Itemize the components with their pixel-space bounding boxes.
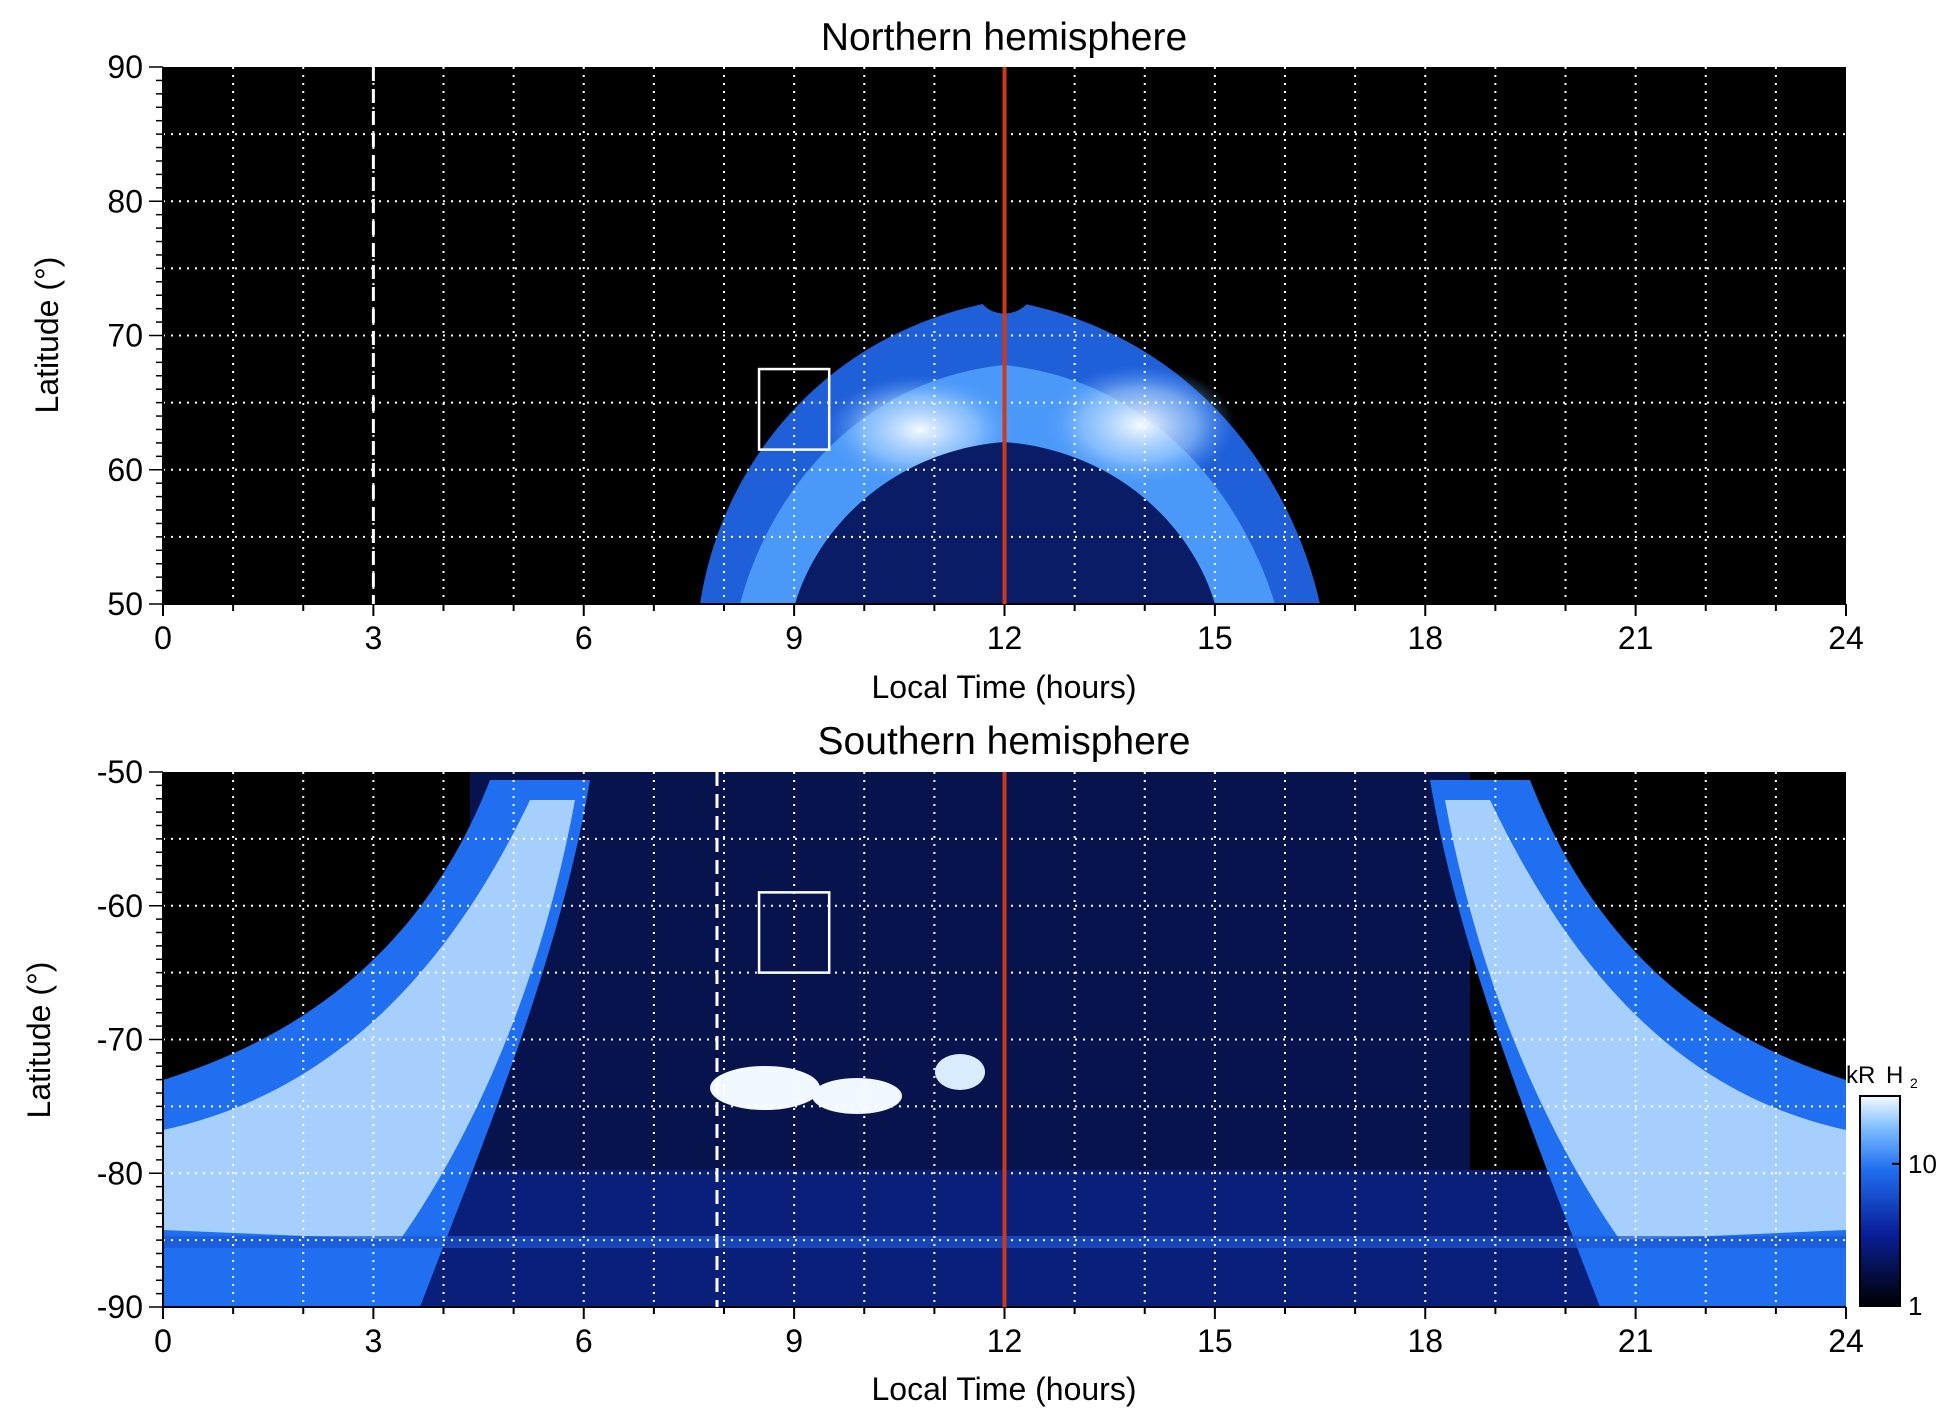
south-x-tick-label: 24 bbox=[1828, 1323, 1864, 1359]
north-x-tick-label: 6 bbox=[575, 620, 593, 656]
north-x-tick-label: 12 bbox=[987, 620, 1023, 656]
south-y-tick-label: -60 bbox=[97, 888, 143, 924]
south-x-tick-label: 3 bbox=[364, 1323, 382, 1359]
north-ticks: 0 3 6 9 12 15 18 21 24 50 60 70 80 90 bbox=[107, 49, 1863, 656]
north-x-tick-label: 15 bbox=[1197, 620, 1233, 656]
colorbar-tick-label: 1 bbox=[1908, 1291, 1922, 1321]
north-x-tick-label: 24 bbox=[1828, 620, 1864, 656]
north-title: Northern hemisphere bbox=[821, 16, 1187, 59]
south-dawn-oval-core bbox=[163, 800, 575, 1240]
northern-hemisphere-panel: Northern hemisphere 0 3 6 9 12 15 18 21 24 50 60 70… bbox=[29, 16, 1864, 705]
north-y-tick-label: 80 bbox=[107, 183, 143, 219]
north-y-tick-label: 60 bbox=[107, 452, 143, 488]
south-y-tick-label: -80 bbox=[97, 1155, 143, 1191]
south-ylabel: Latitude (°) bbox=[21, 962, 57, 1119]
colorbar-tick-label: 10 bbox=[1908, 1149, 1937, 1179]
southern-hemisphere-panel: Southern hemisphere 0 3 6 9 12 15 18 21 24 -50 -60… bbox=[21, 720, 1864, 1407]
south-title: Southern hemisphere bbox=[818, 720, 1191, 763]
south-x-tick-label: 6 bbox=[575, 1323, 593, 1359]
south-x-tick-label: 0 bbox=[154, 1323, 172, 1359]
north-bright-spot-dusk bbox=[1045, 365, 1235, 485]
colorbar: kR H 2 10 1 bbox=[1846, 1062, 1937, 1321]
north-x-tick-label: 18 bbox=[1407, 620, 1443, 656]
south-x-tick-label: 15 bbox=[1197, 1323, 1233, 1359]
south-bright-spot-3 bbox=[935, 1054, 985, 1090]
south-bright-spot-1 bbox=[710, 1066, 820, 1110]
south-y-tick-label: -70 bbox=[97, 1022, 143, 1058]
south-x-tick-label: 12 bbox=[987, 1323, 1023, 1359]
north-x-tick-label: 0 bbox=[154, 620, 172, 656]
south-bright-spot-2 bbox=[812, 1078, 902, 1114]
south-x-tick-label: 18 bbox=[1407, 1323, 1443, 1359]
south-x-tick-label: 9 bbox=[785, 1323, 803, 1359]
north-xlabel: Local Time (hours) bbox=[872, 669, 1137, 705]
south-y-tick-label: -50 bbox=[97, 754, 143, 790]
north-ylabel: Latitude (°) bbox=[29, 257, 65, 414]
north-y-tick-label: 50 bbox=[107, 586, 143, 622]
north-x-tick-label: 9 bbox=[785, 620, 803, 656]
north-y-tick-label: 90 bbox=[107, 49, 143, 85]
colorbar-ticks: 10 1 bbox=[1892, 1149, 1937, 1321]
north-x-tick-label: 3 bbox=[364, 620, 382, 656]
colorbar-subscript: 2 bbox=[1910, 1075, 1918, 1091]
colorbar-gradient bbox=[1859, 1095, 1901, 1307]
north-x-tick-label: 21 bbox=[1618, 620, 1654, 656]
south-x-tick-label: 21 bbox=[1618, 1323, 1654, 1359]
south-dusk-oval-core bbox=[1445, 800, 1846, 1240]
south-xlabel: Local Time (hours) bbox=[872, 1371, 1137, 1407]
colorbar-unit: kR bbox=[1846, 1062, 1875, 1089]
south-selection-box bbox=[757, 891, 831, 974]
north-y-tick-label: 70 bbox=[107, 318, 143, 354]
colorbar-label: kR H 2 bbox=[1846, 1062, 1918, 1091]
south-y-tick-label: -90 bbox=[97, 1289, 143, 1325]
north-selection-box bbox=[757, 367, 831, 451]
colorbar-species: H bbox=[1886, 1062, 1903, 1089]
